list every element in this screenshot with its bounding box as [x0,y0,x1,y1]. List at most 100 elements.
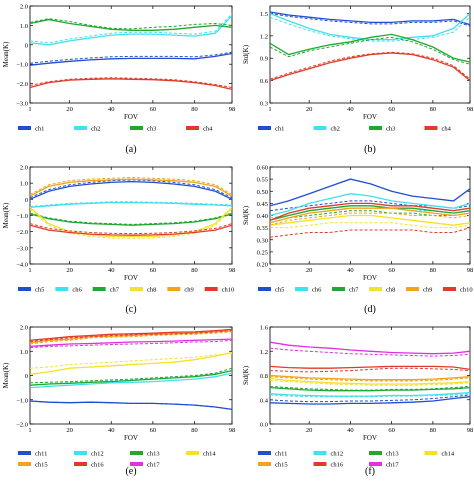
legend-swatch-ch4 [424,126,438,130]
series-dashed-line-ch16 [30,330,232,343]
legend-swatch-ch12 [74,451,87,455]
legend-swatch-ch17 [369,462,382,466]
legend-label-ch10: ch10 [460,287,473,294]
series-dashed-line-ch15 [30,331,232,345]
y-tick-label: −4.0 [16,262,28,269]
series-line-ch16 [270,365,470,371]
legend-label-ch1: ch1 [35,126,44,133]
x-tick-label: 80 [191,106,198,113]
legend-swatch-ch5 [258,287,271,291]
y-axis-label: Mean(K) [2,202,10,228]
y-tick-label: 0.9 [260,56,268,63]
legend-label-ch2: ch2 [91,126,100,133]
panel-caption: (b) [364,144,376,155]
legend-swatch-ch15 [18,462,31,466]
y-tick-label: 1.0 [20,181,28,188]
panel-caption: (e) [125,466,136,477]
series-line-ch7 [270,205,470,221]
legend-label-ch1: ch1 [275,126,284,133]
series-line-ch1 [270,11,470,26]
legend-swatch-ch2 [313,126,327,130]
x-tick-label: 80 [430,267,437,274]
series-line-ch13 [270,386,470,392]
y-tick-label: 1.0 [20,23,28,30]
y-tick-label: 0.8 [260,373,268,380]
chart-panel-5: −2.0 −1.0 0 1.0 2.0 1 20 40 60 80 98 FOV Mean(K) ch11… [2,325,235,478]
series-line-ch6 [30,201,232,209]
x-tick-label: 40 [347,427,354,434]
plot-frame [269,5,471,104]
y-tick-label: 0.3 [260,101,268,108]
legend-swatch-ch14 [424,451,438,455]
y-tick-label: 0.45 [257,201,268,208]
legend-label-ch15: ch15 [35,462,48,469]
legend-label-ch2: ch2 [331,126,340,133]
x-tick-label: 1 [28,106,31,113]
y-tick-label: 0.55 [257,177,268,184]
legend-label-ch8: ch8 [147,287,156,294]
series-line-ch3 [30,18,232,31]
x-tick-label: 20 [66,427,73,434]
series-lines [270,11,470,82]
legend-swatch-ch16 [313,462,327,466]
x-axis-label: FOV [363,434,377,442]
x-tick-label: 60 [150,427,157,434]
series-dashed-line-ch12 [270,393,470,398]
y-tick-label: 1.0 [20,349,28,356]
legend-swatch-ch16 [74,462,87,466]
legend-label-ch14: ch14 [442,451,455,458]
legend-label-ch15: ch15 [275,462,288,469]
y-tick-label: 0.4 [260,397,269,404]
legend-swatch-ch17 [130,462,143,466]
legend-label-ch16: ch16 [331,462,344,469]
series-dashed-line-ch11 [30,400,232,410]
legend-label-ch7: ch7 [110,287,120,294]
series-dashed-line-ch4 [30,77,232,88]
x-tick-label: 98 [467,267,474,274]
series-line-ch8 [30,206,232,238]
series-line-ch4 [30,78,232,91]
x-axis-label: FOV [124,274,138,282]
x-tick-label: 20 [66,106,73,113]
series-line-ch13 [30,369,232,386]
y-tick-label: 0 [25,373,28,380]
series-dashed-line-ch17 [30,339,232,349]
chart-panel-4: 0.20 0.25 0.30 0.35 0.40 0.45 0.50 0.55 0.60 1 20 4… [242,165,473,316]
y-tick-label: −3.0 [16,101,28,108]
y-tick-label: 0.20 [257,262,268,269]
x-tick-label: 80 [430,106,437,113]
legend-swatch-ch7 [332,287,345,291]
series-dashed-line-ch17 [270,347,470,357]
y-tick-label: −1.0 [16,397,28,404]
series-dashed-line-ch9 [30,176,232,195]
legend-swatch-ch8 [130,287,143,291]
x-tick-label: 20 [306,267,313,274]
x-tick-label: 40 [108,106,115,113]
series-dashed-line-ch13 [30,367,232,384]
y-tick-label: 0.60 [257,165,268,172]
x-tick-label: 60 [388,106,395,113]
series-dashed-line-ch3 [30,18,232,30]
y-tick-label: 2.0 [20,4,28,11]
legend-label-ch6: ch6 [312,287,322,294]
series-lines [30,328,232,411]
series-line-ch9 [30,178,232,197]
legend-label-ch11: ch11 [35,451,47,458]
y-axis-label: Mean(K) [2,41,10,67]
legend-swatch-ch3 [369,126,382,130]
y-tick-label: 0.25 [257,249,268,256]
series-line-ch6 [270,193,470,217]
y-tick-label: −2.0 [16,422,28,429]
x-tick-label: 80 [191,267,198,274]
series-line-ch3 [270,33,470,63]
x-tick-label: 40 [108,267,115,274]
x-tick-label: 40 [347,106,354,113]
legend-label-ch17: ch17 [147,462,160,469]
series-dashed-line-ch1 [30,51,232,64]
x-tick-label: 1 [28,427,31,434]
series-line-ch2 [30,15,232,46]
x-tick-label: 98 [467,106,474,113]
x-tick-label: 80 [191,427,198,434]
series-dashed-line-ch14 [270,379,470,386]
